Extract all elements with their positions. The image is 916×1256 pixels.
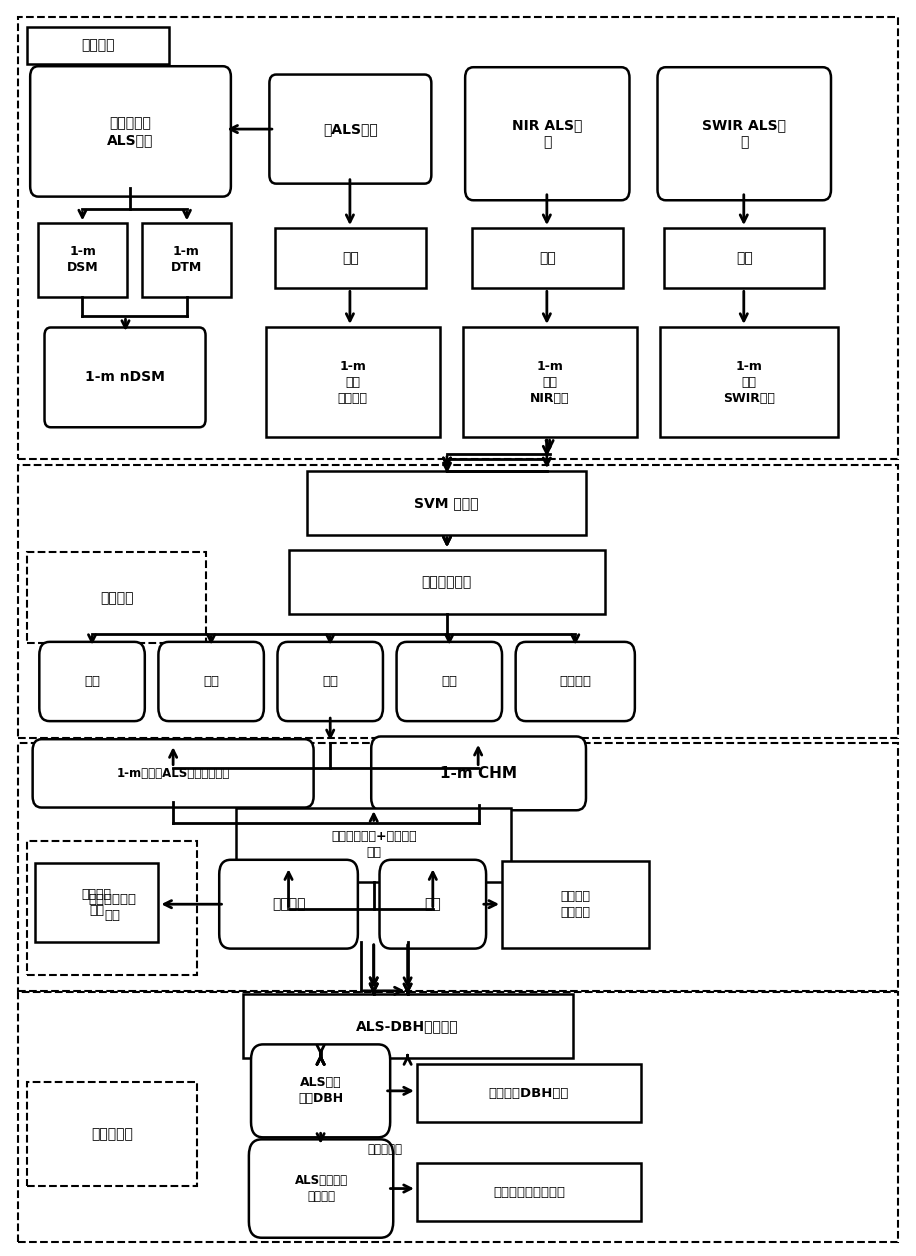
- Bar: [27, 553, 206, 643]
- Text: 现场估计碳含量验证: 现场估计碳含量验证: [493, 1186, 565, 1198]
- FancyBboxPatch shape: [465, 68, 629, 200]
- Text: SVM 分路器: SVM 分路器: [414, 496, 479, 510]
- Text: 数据处理: 数据处理: [82, 39, 114, 53]
- Bar: [502, 860, 649, 948]
- Text: 处理: 处理: [539, 251, 556, 265]
- Text: 1-m
DSM: 1-m DSM: [67, 245, 99, 274]
- Bar: [27, 1081, 197, 1186]
- Text: SWIR ALS数
据: SWIR ALS数 据: [703, 118, 786, 149]
- Bar: [18, 992, 898, 1242]
- Bar: [18, 744, 898, 991]
- FancyBboxPatch shape: [158, 642, 264, 721]
- FancyBboxPatch shape: [33, 740, 313, 808]
- FancyBboxPatch shape: [658, 68, 831, 200]
- Text: 1-m
DTM: 1-m DTM: [170, 245, 202, 274]
- Text: 1-m CHM: 1-m CHM: [440, 766, 518, 781]
- Bar: [18, 465, 898, 739]
- Bar: [660, 327, 838, 437]
- Text: 植被分类: 植被分类: [100, 590, 134, 604]
- Text: 草地: 草地: [442, 674, 457, 688]
- Text: ALS数据
得出DBH: ALS数据 得出DBH: [298, 1076, 344, 1105]
- Bar: [289, 550, 605, 614]
- Text: 开发区域: 开发区域: [560, 674, 591, 688]
- Bar: [236, 809, 511, 882]
- Text: 处理: 处理: [736, 251, 753, 265]
- Text: 1-m
栅格
NIR通道: 1-m 栅格 NIR通道: [529, 359, 570, 404]
- Bar: [142, 224, 231, 296]
- FancyBboxPatch shape: [371, 736, 586, 810]
- Bar: [472, 227, 623, 289]
- Text: 树木: 树木: [322, 674, 338, 688]
- Bar: [463, 327, 637, 437]
- Bar: [243, 995, 572, 1059]
- Text: 1-m栅格化ALS最大强度图像: 1-m栅格化ALS最大强度图像: [116, 767, 230, 780]
- FancyBboxPatch shape: [39, 642, 145, 721]
- FancyBboxPatch shape: [249, 1139, 393, 1237]
- Bar: [18, 18, 898, 460]
- Text: 1-m
栅格
SWIR通道: 1-m 栅格 SWIR通道: [723, 359, 775, 404]
- Text: 现场测量
数据验证: 现场测量 数据验证: [561, 889, 590, 918]
- FancyBboxPatch shape: [269, 74, 431, 183]
- Text: 融合多光谱
ALS数据: 融合多光谱 ALS数据: [107, 116, 154, 147]
- Text: 绿ALS数据: 绿ALS数据: [323, 122, 377, 136]
- FancyBboxPatch shape: [278, 642, 383, 721]
- Text: 树冠直径: 树冠直径: [272, 897, 305, 911]
- Bar: [417, 1064, 641, 1123]
- FancyBboxPatch shape: [219, 860, 358, 948]
- Bar: [307, 471, 586, 535]
- Bar: [275, 227, 426, 289]
- Text: 1-m
栅格
绿光通道: 1-m 栅格 绿光通道: [338, 359, 367, 404]
- FancyBboxPatch shape: [516, 642, 635, 721]
- Text: 分类效果评估: 分类效果评估: [421, 575, 472, 589]
- Bar: [27, 26, 169, 64]
- Text: NIR ALS数
据: NIR ALS数 据: [512, 118, 583, 149]
- Text: 现场测量DBH验证: 现场测量DBH验证: [489, 1086, 569, 1100]
- Text: 局部最大滤波+区域生长
分割: 局部最大滤波+区域生长 分割: [331, 830, 417, 859]
- FancyBboxPatch shape: [397, 642, 502, 721]
- Bar: [35, 863, 158, 942]
- Text: 生物量方程: 生物量方程: [367, 1143, 402, 1156]
- Bar: [27, 840, 197, 975]
- Text: 生物量模型: 生物量模型: [92, 1127, 133, 1140]
- Text: 处理: 处理: [342, 251, 359, 265]
- Text: 1-m nDSM: 1-m nDSM: [85, 371, 165, 384]
- Bar: [266, 327, 440, 437]
- FancyBboxPatch shape: [251, 1045, 390, 1138]
- Bar: [38, 224, 127, 296]
- Text: 树木形状参数
估计: 树木形状参数 估计: [88, 893, 136, 922]
- FancyBboxPatch shape: [30, 67, 231, 197]
- FancyBboxPatch shape: [45, 328, 205, 427]
- Text: ALS得出单棵
树碳含量: ALS得出单棵 树碳含量: [295, 1174, 347, 1203]
- Text: 公路: 公路: [203, 674, 219, 688]
- Bar: [664, 227, 824, 289]
- Text: 房子: 房子: [84, 674, 100, 688]
- Text: ALS-DBH回归模型: ALS-DBH回归模型: [356, 1020, 459, 1034]
- FancyBboxPatch shape: [379, 860, 486, 948]
- Text: 谷歌地图
验证: 谷歌地图 验证: [82, 888, 112, 917]
- Text: 树高: 树高: [424, 897, 442, 911]
- Bar: [417, 1163, 641, 1221]
